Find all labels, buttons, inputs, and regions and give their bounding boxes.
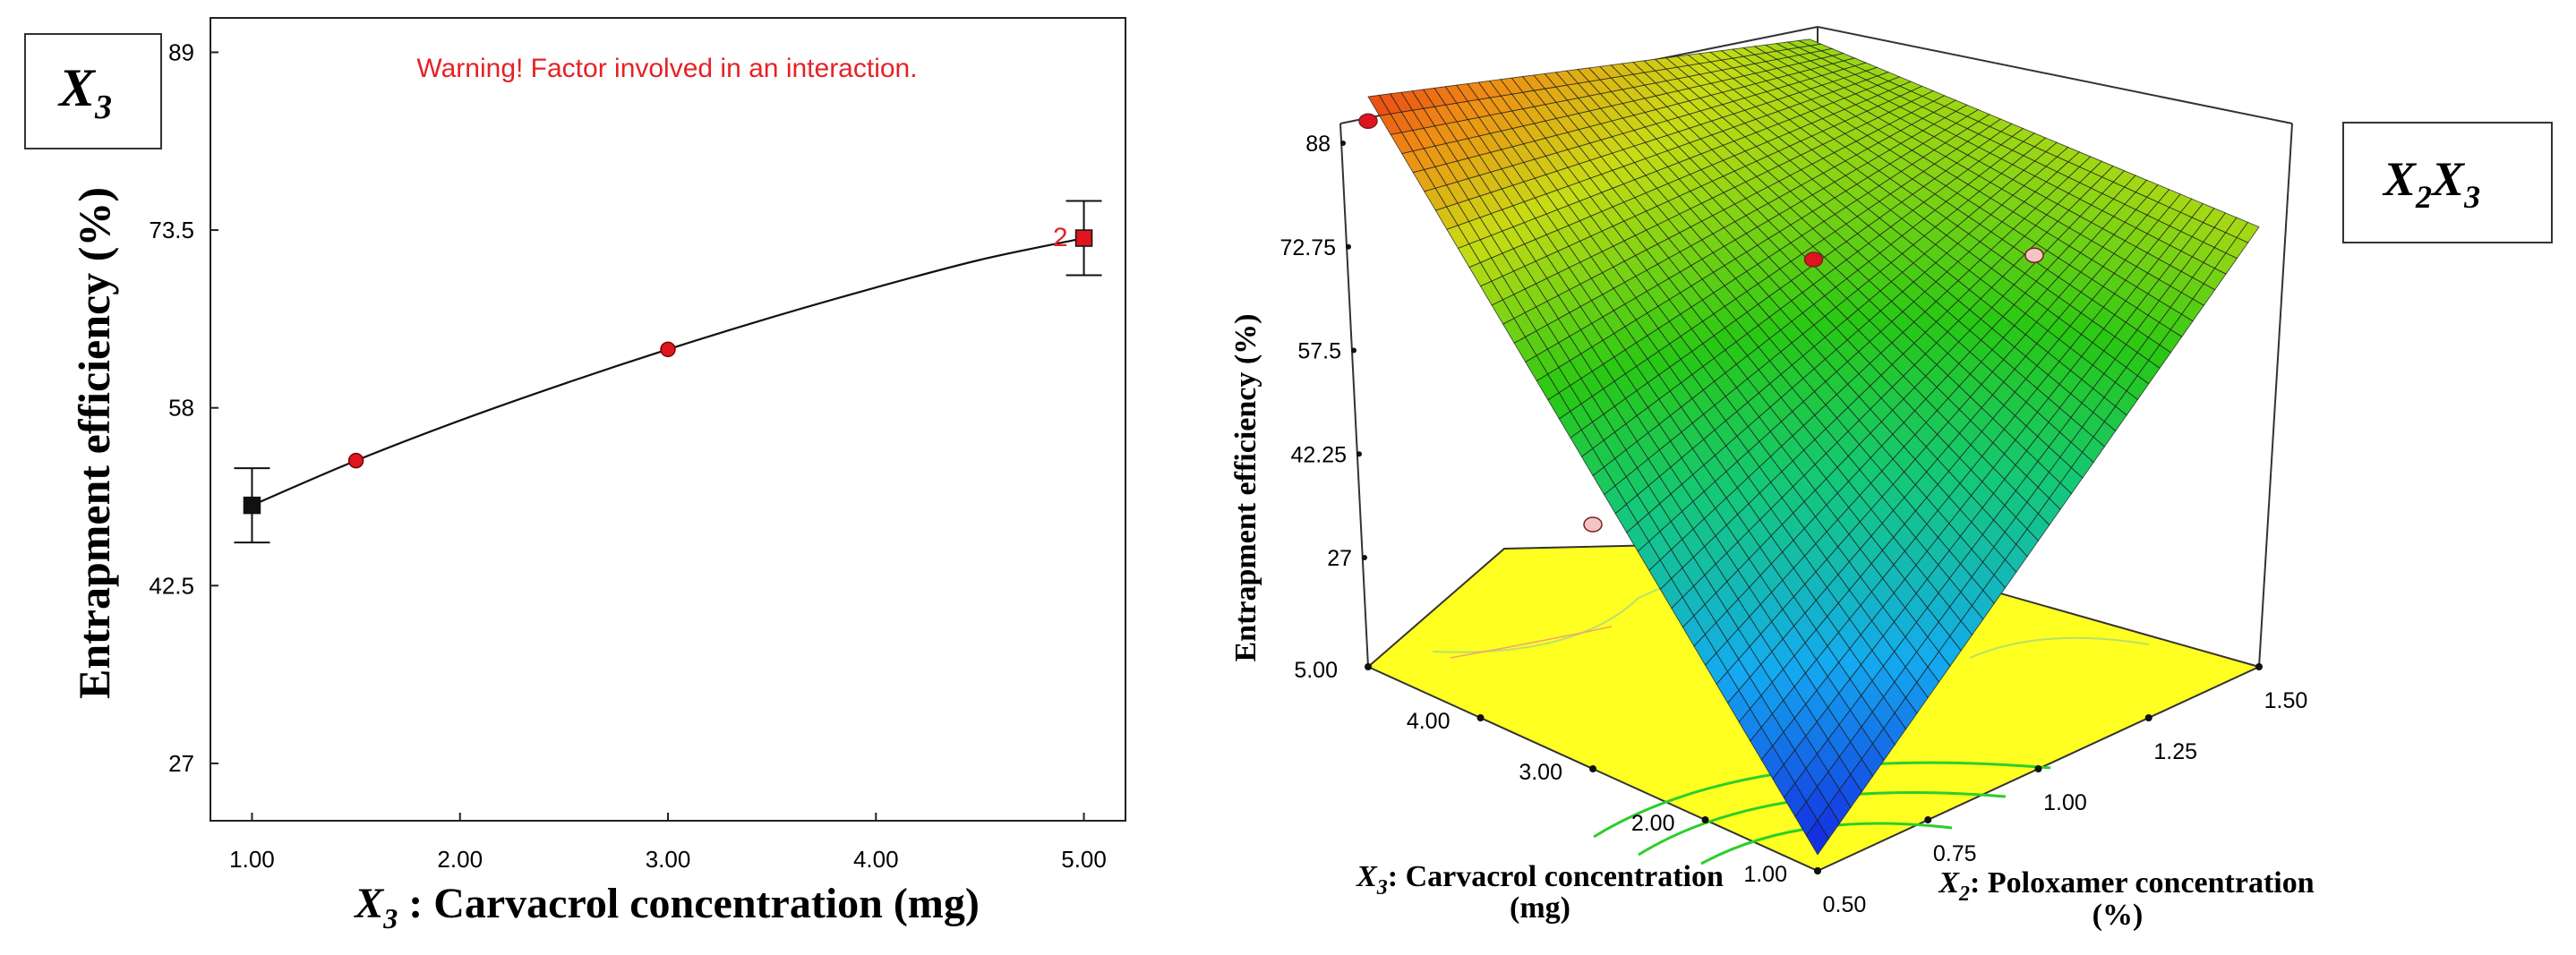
x2-tick [2034,765,2042,772]
design-point [1583,516,1603,533]
y-tick-label: 27 [168,750,194,777]
y-tick-label: 58 [168,395,194,422]
z-tick [1362,555,1367,560]
x-tick-label: 1.00 [229,846,275,873]
x3-tick [1365,663,1372,670]
x3-tick-label: 5.00 [1294,658,1338,683]
x2-tick-label: 0.75 [1933,841,1977,866]
data-point [660,341,676,358]
response-surface [1367,38,2260,856]
x2-tick [2144,714,2152,721]
x2-tick-label: 0.50 [1823,892,1867,917]
x3-axis-label-unit: (mg) [1510,891,1570,925]
point-count-label: 2 [1053,223,1068,252]
z-tick [1351,347,1356,354]
x3-tick-label: 1.00 [1743,862,1787,887]
x2-tick [1814,867,1821,874]
x2-tick [1924,816,1932,823]
panel-label-box-right [2342,122,2553,243]
z-tick [1340,141,1346,146]
design-point [1358,113,1378,130]
data-point [347,452,364,469]
x3-tick [1476,714,1485,721]
z-tick-label: 88 [1305,132,1331,157]
x3-axis-label: X3: Carvacrol concentration [1356,860,1724,900]
x-tick-label: 2.00 [437,846,483,873]
x2-tick-label: 1.00 [2043,790,2087,815]
design-point [1803,252,1824,268]
x2-axis-label: X2: Poloxamer concentration [1938,866,2314,906]
x-axis: 1.00 2.00 3.00 4.00 5.00 [229,813,1107,873]
design-points [1358,113,2044,533]
z-tick [1356,451,1362,457]
x-tick-label: 3.00 [646,846,691,873]
x2-axis: 0.50 0.75 1.00 1.25 1.50 [1814,663,2307,917]
right-3d-chart: 27 42.25 57.5 72.75 88 Entrapment efficiency… [1229,26,2553,932]
y-axis-label: Entrapment efficiency (%) [69,187,119,699]
x-tick-label: 5.00 [1061,846,1107,873]
z-tick [1346,243,1351,250]
x3-tick [1701,816,1709,823]
z-axis-label: Entrapment efficiency (%) [1229,313,1262,661]
y-tick-label: 89 [168,38,194,65]
x3-axis: 1.00 2.00 3.00 4.00 5.00 [1294,658,1821,887]
x2-axis-label-unit: (%) [2092,899,2144,932]
z-tick-label: 57.5 [1297,339,1341,364]
x3-tick-label: 2.00 [1631,811,1675,836]
z-axis: 27 42.25 57.5 72.75 88 [1279,132,1367,571]
panel-label-right: X2X3 [2382,152,2480,215]
x3-tick-label: 4.00 [1407,709,1451,734]
data-point-square [1074,229,1093,247]
y-axis: 27 42.5 58 73.5 89 [149,38,218,777]
left-chart: X3 Warning! Factor involved in an intera… [24,17,1126,934]
x-tick-label: 4.00 [853,846,899,873]
design-point [2024,247,2044,263]
y-tick-label: 42.5 [149,572,194,599]
panel-label-box [24,33,162,149]
z-tick-label: 27 [1327,546,1352,571]
surface-cell [1367,94,1391,116]
plot-frame [210,17,1126,822]
data-point-square [243,496,261,515]
x2-tick-label: 1.50 [2264,688,2308,713]
x3-tick-label: 3.00 [1519,760,1562,785]
warning-text: Warning! Factor involved in an interacti… [416,54,917,83]
panel-label: X3 [57,58,112,126]
x3-tick [1589,765,1596,772]
data-points: 2 [234,200,1102,544]
x2-tick-label: 1.25 [2153,739,2197,764]
x-axis-label: X3 : Carvacrol concentration (mg) [353,880,980,934]
y-tick-label: 73.5 [149,217,194,243]
z-tick-label: 72.75 [1279,235,1336,260]
z-tick-label: 42.25 [1290,442,1347,467]
x2-tick [2255,663,2263,670]
